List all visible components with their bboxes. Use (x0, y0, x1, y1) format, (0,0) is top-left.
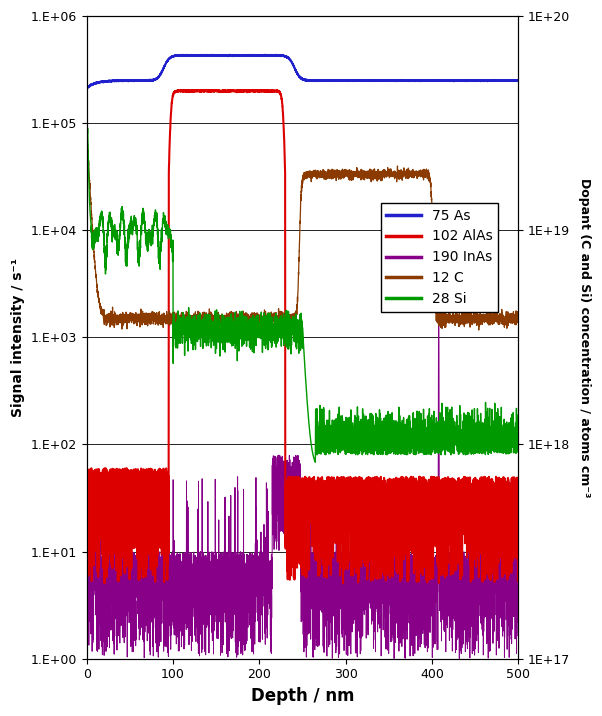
28 Si (342, 420, 349, 429)
190 InAs (515, 618, 522, 626)
12 C (438, 321, 445, 329)
75 As (161, 61, 169, 69)
28 Si (312, 458, 319, 467)
12 C (248, 310, 255, 319)
75 As (342, 77, 349, 85)
190 InAs (391, 654, 398, 663)
Line: 190 InAs: 190 InAs (87, 295, 518, 659)
190 InAs (435, 291, 442, 299)
190 InAs (248, 569, 255, 577)
75 As (405, 77, 412, 85)
28 Si (161, 215, 169, 223)
75 As (364, 77, 371, 85)
75 As (515, 77, 522, 85)
Y-axis label: Dopant (C and Si) concentration / atoms cm⁻³: Dopant (C and Si) concentration / atoms … (578, 178, 591, 497)
75 As (83, 84, 90, 92)
102 AlAs (248, 87, 255, 95)
12 C (83, 127, 90, 136)
102 AlAs (342, 505, 349, 513)
190 InAs (405, 562, 412, 571)
12 C (475, 326, 482, 334)
28 Si (405, 427, 412, 435)
28 Si (515, 421, 522, 430)
Line: 28 Si: 28 Si (87, 128, 518, 463)
12 C (405, 173, 412, 181)
Y-axis label: Signal intensity / s⁻¹: Signal intensity / s⁻¹ (11, 258, 25, 417)
28 Si (84, 124, 92, 132)
190 InAs (83, 556, 90, 565)
Legend: 75 As, 102 AlAs, 190 InAs, 12 C, 28 Si: 75 As, 102 AlAs, 190 InAs, 12 C, 28 Si (380, 203, 498, 312)
190 InAs (364, 579, 371, 588)
75 As (226, 50, 234, 59)
28 Si (83, 130, 90, 138)
102 AlAs (438, 494, 445, 503)
28 Si (248, 319, 255, 328)
12 C (515, 313, 522, 321)
102 AlAs (364, 565, 371, 574)
102 AlAs (203, 86, 210, 95)
102 AlAs (405, 544, 412, 553)
190 InAs (161, 642, 169, 651)
190 InAs (342, 551, 349, 560)
12 C (364, 171, 371, 180)
12 C (161, 313, 169, 321)
12 C (342, 172, 349, 180)
102 AlAs (83, 468, 90, 476)
190 InAs (438, 612, 445, 621)
102 AlAs (340, 579, 347, 588)
28 Si (364, 421, 371, 430)
102 AlAs (161, 480, 169, 489)
X-axis label: Depth / nm: Depth / nm (250, 687, 354, 705)
Line: 102 AlAs: 102 AlAs (87, 90, 518, 584)
75 As (438, 77, 445, 85)
102 AlAs (515, 488, 522, 497)
Line: 75 As: 75 As (87, 54, 518, 88)
75 As (248, 51, 255, 59)
Line: 12 C: 12 C (87, 132, 518, 330)
28 Si (438, 437, 445, 446)
